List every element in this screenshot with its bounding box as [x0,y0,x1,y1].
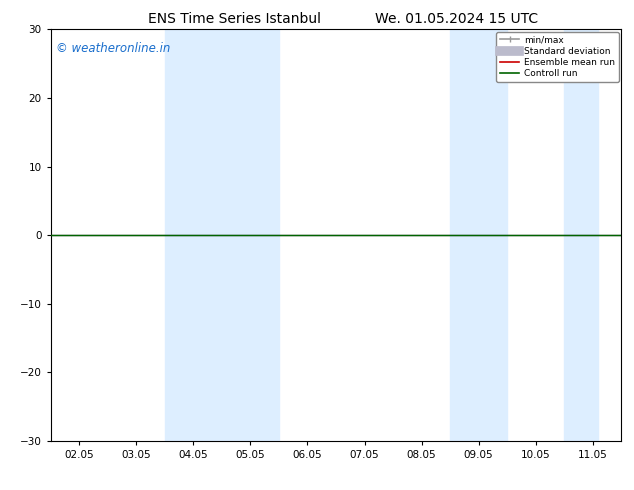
Legend: min/max, Standard deviation, Ensemble mean run, Controll run: min/max, Standard deviation, Ensemble me… [496,32,619,82]
Bar [564,29,598,441]
Text: We. 01.05.2024 15 UTC: We. 01.05.2024 15 UTC [375,12,538,26]
Text: © weatheronline.in: © weatheronline.in [56,42,171,55]
Bar [450,29,507,441]
Bar [222,29,279,441]
Bar [165,29,222,441]
Text: ENS Time Series Istanbul: ENS Time Series Istanbul [148,12,321,26]
